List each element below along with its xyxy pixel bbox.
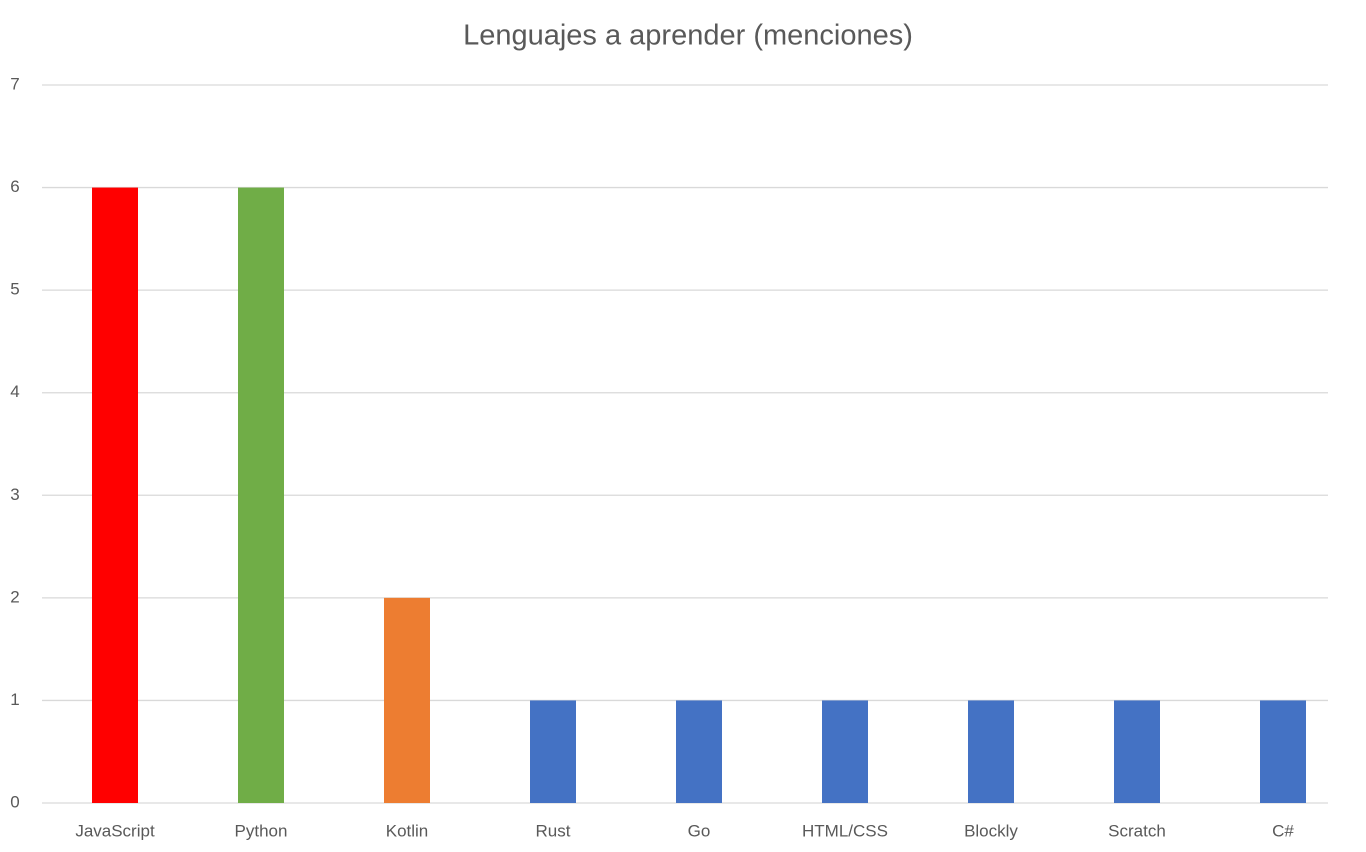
x-tick-label: HTML/CSS: [802, 821, 888, 840]
bar: [384, 597, 430, 803]
bar: [822, 700, 868, 803]
x-tick-label: Kotlin: [386, 821, 429, 840]
bar: [92, 187, 138, 804]
bar: [238, 187, 284, 804]
y-tick-label: 3: [10, 485, 19, 504]
y-tick-label: 2: [10, 587, 19, 606]
y-tick-label: 5: [10, 280, 19, 299]
bar: [530, 700, 576, 803]
bar: [968, 700, 1014, 803]
y-tick-label: 6: [10, 177, 19, 196]
bar: [1260, 700, 1306, 803]
x-tick-label: JavaScript: [75, 821, 155, 840]
x-tick-label: C#: [1272, 821, 1294, 840]
x-tick-label: Rust: [536, 821, 571, 840]
x-tick-label: Python: [235, 821, 288, 840]
y-tick-label: 0: [10, 792, 19, 811]
x-tick-label: Blockly: [964, 821, 1018, 840]
y-tick-label: 4: [10, 382, 19, 401]
bar: [676, 700, 722, 803]
bar: [1114, 700, 1160, 803]
y-tick-label: 7: [10, 74, 19, 93]
x-tick-label: Go: [688, 821, 711, 840]
y-tick-label: 1: [10, 690, 19, 709]
chart-title: Lenguajes a aprender (menciones): [463, 20, 913, 52]
x-tick-label: Scratch: [1108, 821, 1166, 840]
